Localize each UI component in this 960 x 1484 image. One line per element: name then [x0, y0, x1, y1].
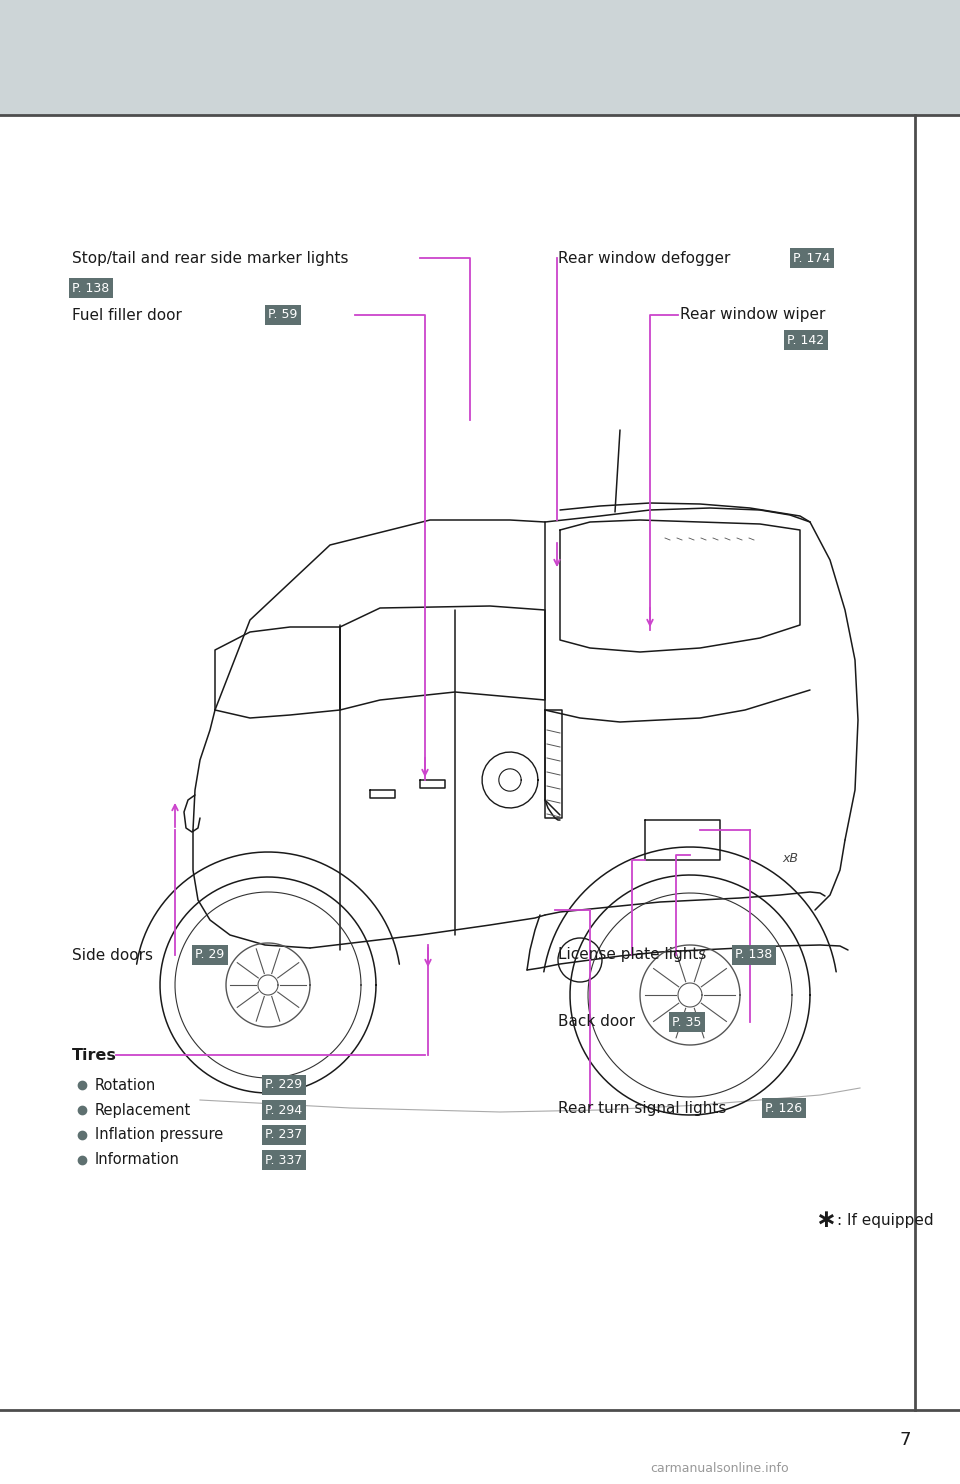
Text: : If equipped: : If equipped [837, 1212, 934, 1227]
Text: P. 126: P. 126 [765, 1101, 803, 1114]
Text: Rear window defogger: Rear window defogger [558, 251, 731, 266]
Text: P. 229: P. 229 [265, 1079, 302, 1092]
Text: 7: 7 [900, 1431, 911, 1448]
Text: Stop/tail and rear side marker lights: Stop/tail and rear side marker lights [72, 251, 348, 266]
Text: P. 294: P. 294 [265, 1104, 302, 1116]
Text: P. 59: P. 59 [268, 309, 298, 322]
Text: Fuel filler door: Fuel filler door [72, 307, 181, 322]
Text: P. 29: P. 29 [195, 948, 225, 962]
Text: P. 337: P. 337 [265, 1153, 302, 1166]
FancyBboxPatch shape [0, 0, 960, 114]
Text: Rear window wiper: Rear window wiper [680, 307, 826, 322]
Text: P. 142: P. 142 [787, 334, 824, 346]
Text: Rear turn signal lights: Rear turn signal lights [558, 1101, 727, 1116]
Text: Inflation pressure: Inflation pressure [95, 1128, 224, 1143]
Text: License plate lights: License plate lights [558, 947, 707, 963]
Text: carmanualsonline.info: carmanualsonline.info [650, 1462, 788, 1475]
Text: P. 237: P. 237 [265, 1128, 302, 1141]
Text: ∗: ∗ [815, 1208, 836, 1232]
Text: P. 138: P. 138 [72, 282, 109, 294]
Text: Information: Information [95, 1153, 180, 1168]
Text: xB: xB [782, 852, 798, 865]
Text: P. 35: P. 35 [672, 1015, 702, 1028]
Text: Side doors: Side doors [72, 947, 153, 963]
Text: Rotation: Rotation [95, 1077, 156, 1092]
Text: P. 174: P. 174 [793, 251, 830, 264]
Text: Back door: Back door [558, 1015, 635, 1030]
Text: P. 138: P. 138 [735, 948, 772, 962]
Text: Tires: Tires [72, 1048, 117, 1063]
Text: Replacement: Replacement [95, 1103, 191, 1117]
